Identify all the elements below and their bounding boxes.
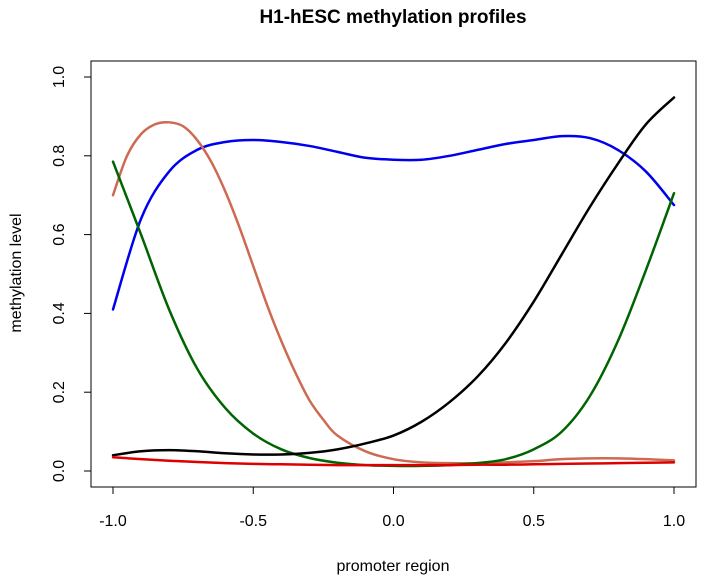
y-tick-label: 0.2 xyxy=(51,381,68,403)
x-tick-label: -1.0 xyxy=(99,513,127,530)
y-tick-label: 1.0 xyxy=(51,66,68,88)
series-line-2 xyxy=(111,120,676,465)
series-line-4 xyxy=(111,96,676,457)
x-tick-label: 1.0 xyxy=(663,513,685,530)
y-axis-label: methylation level xyxy=(8,213,25,332)
x-axis-label: promoter region xyxy=(337,558,450,575)
y-axis: 0.0 0.2 0.4 0.6 0.8 1.0 xyxy=(51,66,92,482)
x-tick-label: -0.5 xyxy=(239,513,267,530)
y-tick-label: 0.6 xyxy=(51,223,68,245)
series-layer xyxy=(111,96,676,468)
y-tick-label: 0.8 xyxy=(51,145,68,167)
series-line-1 xyxy=(111,134,676,311)
series-line-5 xyxy=(111,455,676,467)
chart-title: H1-hESC methylation profiles xyxy=(259,7,526,28)
x-tick-label: 0.5 xyxy=(523,513,545,530)
x-axis: -1.0 -0.5 0.0 0.5 1.0 xyxy=(99,486,685,530)
y-tick-label: 0.0 xyxy=(51,460,68,482)
x-tick-label: 0.0 xyxy=(382,513,404,530)
y-tick-label: 0.4 xyxy=(51,302,68,324)
